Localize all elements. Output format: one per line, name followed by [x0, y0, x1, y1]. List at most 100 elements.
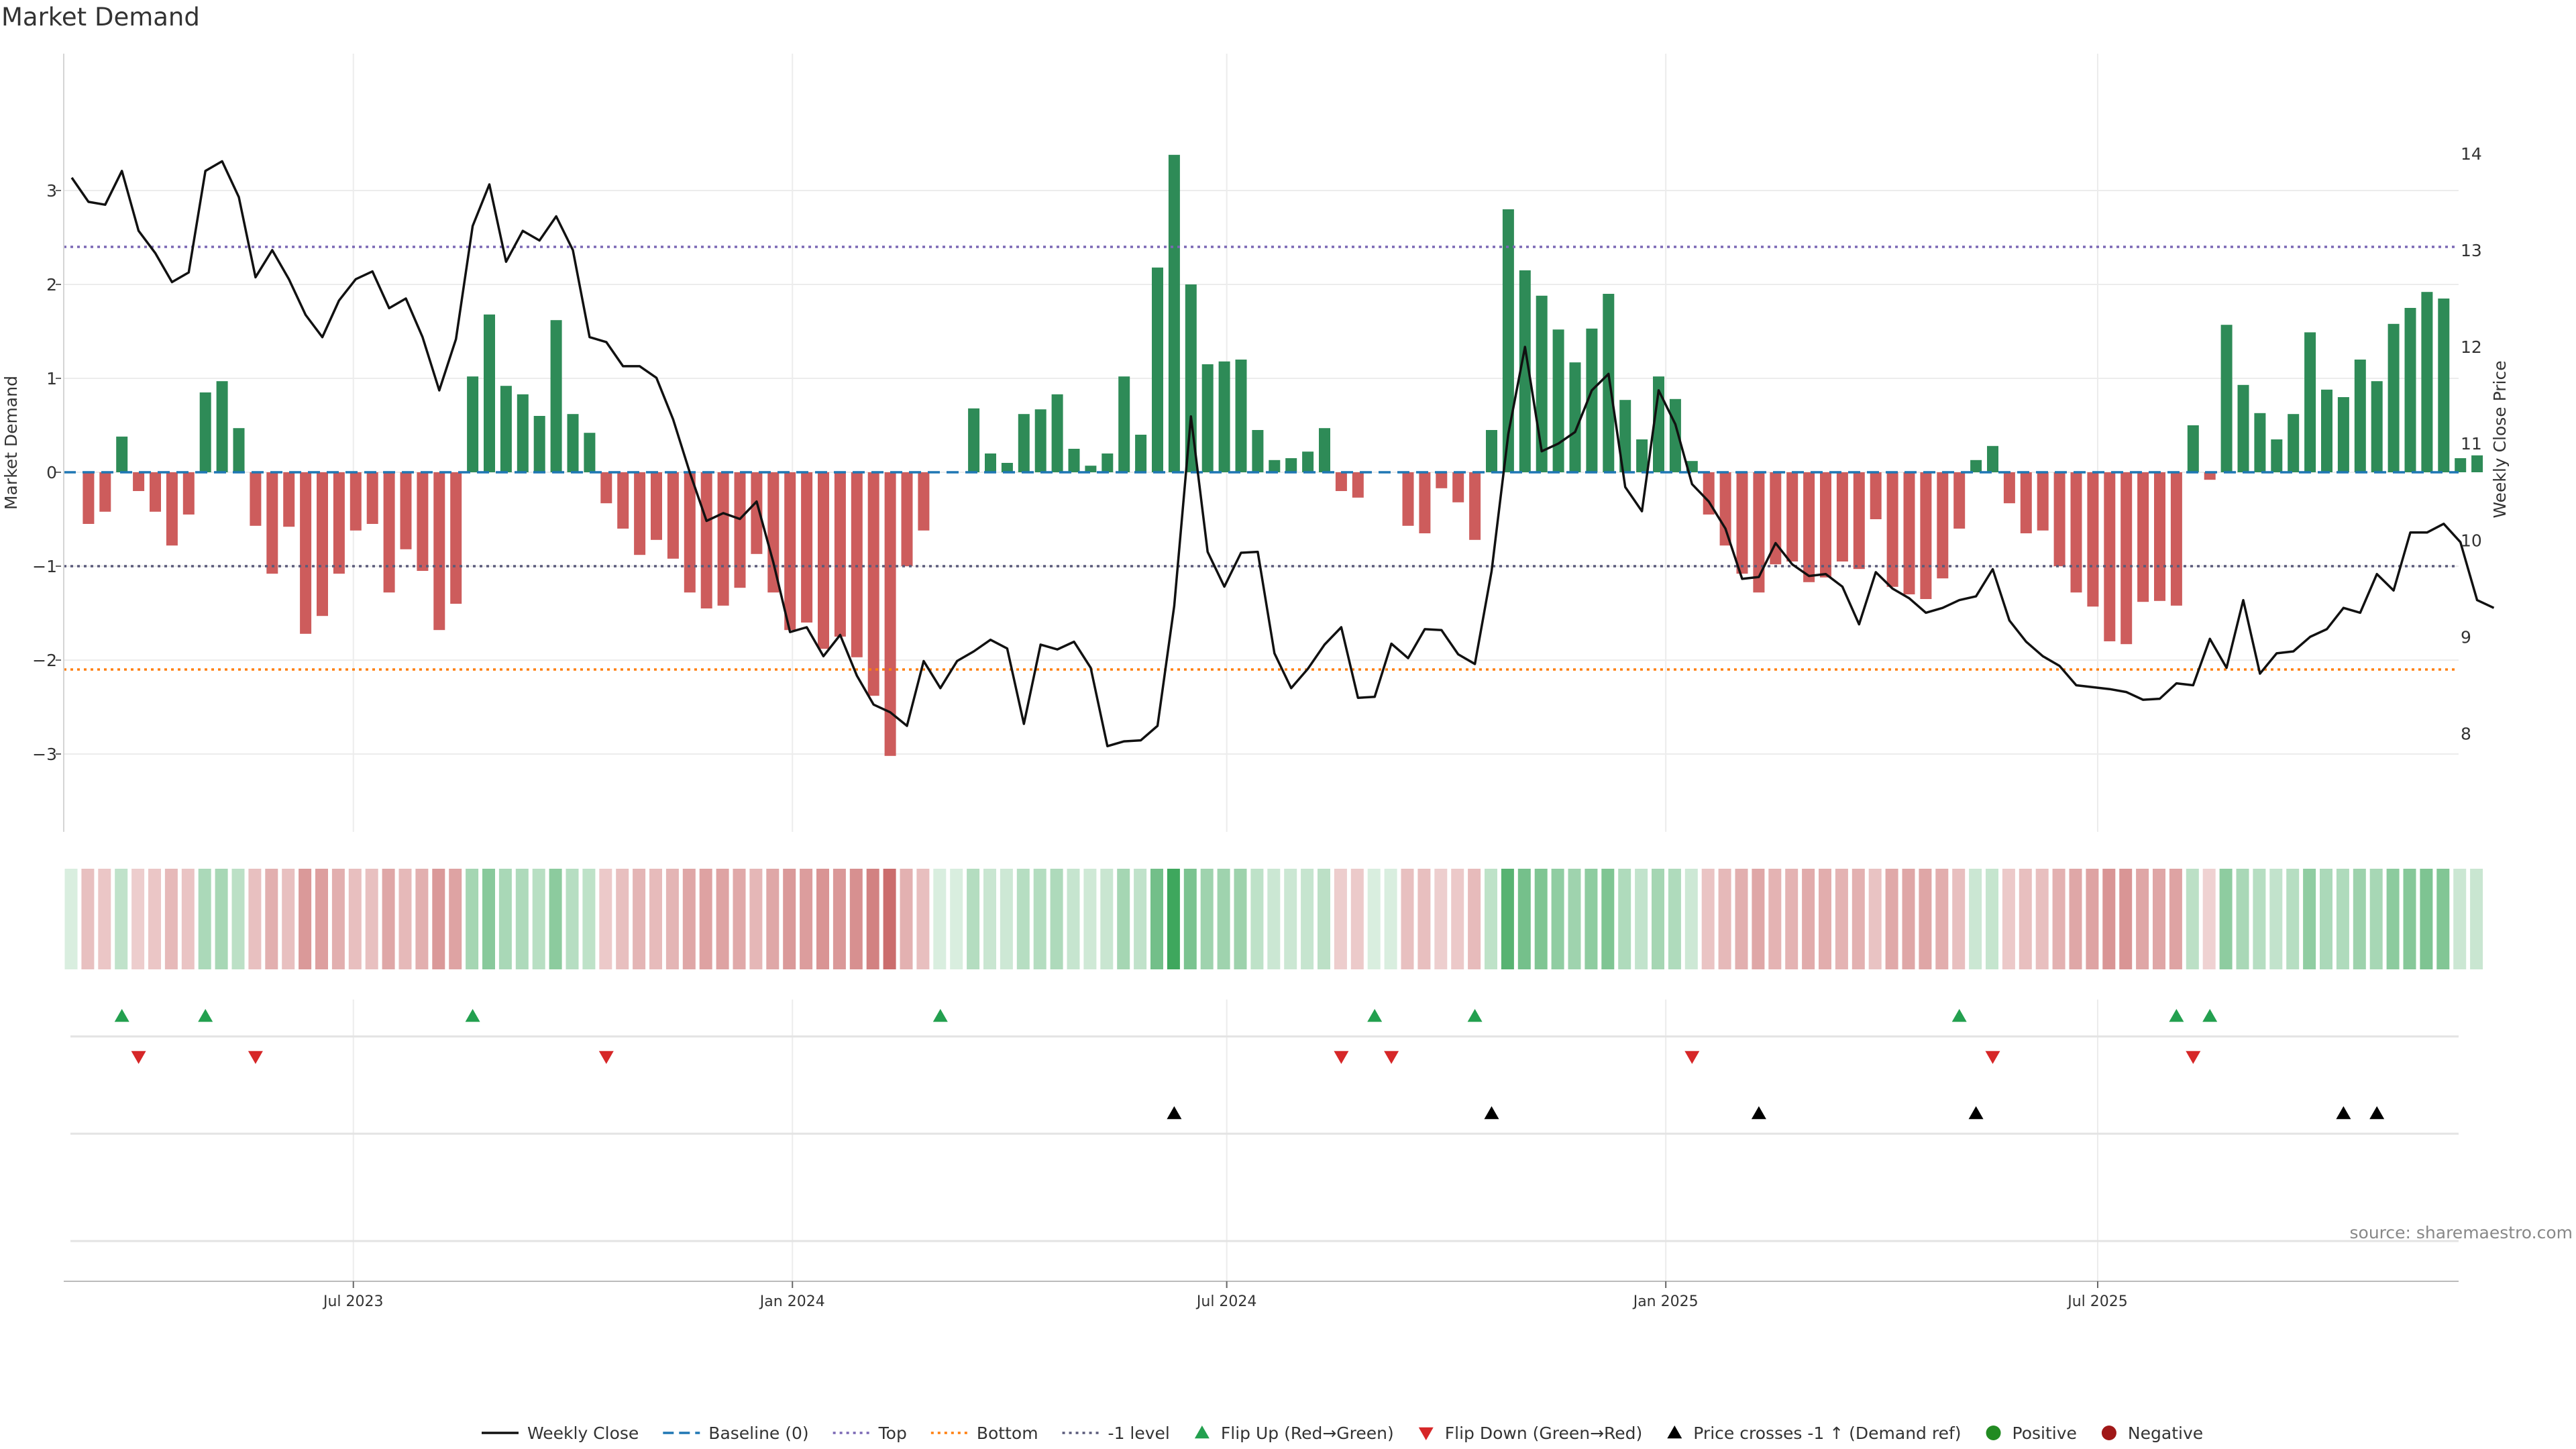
heat-cell [816, 869, 829, 969]
demand-bar [667, 472, 679, 559]
heat-cell [1050, 869, 1063, 969]
weekly-close-line [70, 160, 2495, 748]
heat-cell [2102, 869, 2116, 969]
heat-cell [532, 869, 545, 969]
heat-cell [1684, 869, 1698, 969]
demand-bar [834, 472, 846, 637]
heat-cell [1083, 869, 1097, 969]
legend-label: Positive [2012, 1424, 2077, 1443]
demand-bar [2304, 332, 2316, 472]
legend-item-2: Top [833, 1424, 907, 1443]
heat-cell [566, 869, 579, 969]
heat-cell [148, 869, 161, 969]
heat-cell [1100, 869, 1114, 969]
demand-bar [1218, 361, 1230, 472]
legend-item-9: Negative [2101, 1424, 2203, 1443]
heat-cell [1117, 869, 1130, 969]
demand-bar [1636, 439, 1648, 472]
demand-bar [700, 472, 712, 608]
y-tick-label: −1 [32, 557, 57, 576]
y2-tick-label: 10 [2461, 531, 2482, 550]
demand-bar [1786, 472, 1799, 561]
heat-cell [2453, 869, 2467, 969]
demand-bar [1502, 209, 1514, 472]
x-tick-label: Jan 2025 [1632, 1293, 1699, 1310]
heat-cell [248, 869, 262, 969]
demand-bar [1185, 284, 1197, 472]
demand-bar [2438, 299, 2450, 472]
demand-bar [617, 472, 629, 529]
heat-cell [2119, 869, 2133, 969]
heat-cell [1534, 869, 1548, 969]
demand-bar [150, 472, 161, 512]
heat-cell [432, 869, 445, 969]
heat-cell [1902, 869, 1915, 969]
flip-up-marker [1951, 1009, 1967, 1022]
demand-bar [1836, 472, 1848, 561]
demand-bar [250, 472, 262, 526]
demand-bar [1302, 451, 1314, 472]
demand-bar [1285, 458, 1297, 472]
demand-bar [99, 472, 111, 512]
demand-bar [584, 433, 596, 472]
heat-cell [733, 869, 746, 969]
demand-bar [216, 381, 228, 472]
event-markers [70, 1009, 2459, 1242]
demand-bar [1920, 472, 1932, 599]
heat-cell [2336, 869, 2349, 969]
demand-bar [2037, 472, 2049, 531]
legend-item-5: Flip Up (Red→Green) [1194, 1424, 1394, 1443]
demand-bar [1269, 460, 1281, 472]
legend-item-1: Baseline (0) [663, 1424, 809, 1443]
demand-bar [1235, 360, 1247, 472]
demand-bar [2455, 458, 2467, 472]
demand-bar [2204, 472, 2216, 480]
demand-bar [1085, 466, 1097, 472]
heat-cell [2019, 869, 2032, 969]
legend-swatch [1667, 1426, 1682, 1439]
heat-cell [81, 869, 95, 969]
heat-cell [1468, 869, 1481, 969]
demand-bar [1987, 445, 1998, 472]
heat-cell [1318, 869, 1330, 969]
heat-cell [2186, 869, 2199, 969]
legend-item-0: Weekly Close [482, 1424, 639, 1443]
heat-cell [2052, 869, 2065, 969]
flip-down-marker [1334, 1051, 1349, 1064]
heat-cell [2169, 869, 2182, 969]
demand-bar [1152, 267, 1163, 472]
demand-bar [1619, 400, 1631, 472]
y2-axis-label: Weekly Close Price [2490, 360, 2510, 518]
heat-cell [215, 869, 228, 969]
demand-bar [1068, 449, 1080, 472]
demand-bar [333, 472, 345, 574]
demand-bar [1452, 472, 1464, 502]
heat-cell [1217, 869, 1230, 969]
demand-bar [233, 428, 245, 472]
demand-bar [1970, 460, 1982, 472]
demand-bar [1903, 472, 1915, 594]
heat-cell [2086, 869, 2099, 969]
heat-cell [665, 869, 679, 969]
demand-bar [1436, 472, 1448, 488]
price-cross-marker [1167, 1106, 1182, 1120]
heat-cell [800, 869, 813, 969]
legend-label: Negative [2128, 1424, 2203, 1443]
demand-bar [400, 472, 412, 549]
y-tick-label: −3 [32, 745, 57, 764]
heat-cell [1935, 869, 1949, 969]
heat-cell [2136, 869, 2149, 969]
demand-bar [1102, 453, 1114, 472]
legend-label: -1 level [1108, 1424, 1170, 1443]
demand-bar [116, 436, 128, 472]
demand-bar [1552, 329, 1564, 472]
heat-cell [1150, 869, 1163, 969]
legend-label: Baseline (0) [708, 1424, 808, 1443]
heat-cell [933, 869, 947, 969]
heat-cell [1851, 869, 1865, 969]
x-tick-label: Jul 2025 [2066, 1293, 2128, 1310]
flip-up-marker [465, 1009, 480, 1022]
demand-bar [968, 408, 980, 472]
flip-down-marker [1985, 1051, 2000, 1064]
demand-bar [266, 472, 278, 574]
